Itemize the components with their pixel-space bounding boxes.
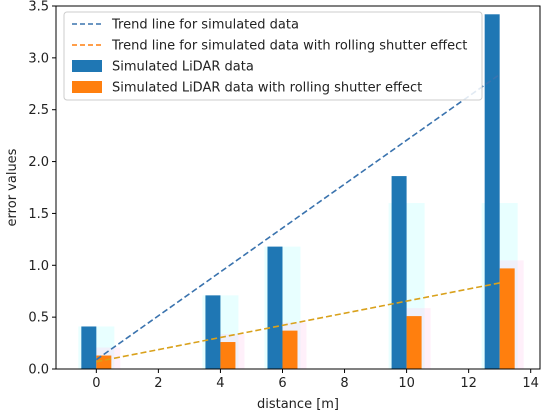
y-axis-label: error values [5,148,20,226]
legend-key-simulated-lidar-rolling-shutter [72,81,102,93]
x-tick-label-8: 8 [340,376,348,391]
bar-simulated-6 [267,246,283,369]
bar-simulated-10 [391,176,407,369]
legend-label-simulated-lidar: Simulated LiDAR data [112,60,254,75]
bar-rolling-shutter-13 [499,268,515,369]
legend-label-simulated-lidar-rolling-shutter: Simulated LiDAR data with rolling shutte… [112,81,422,96]
bar-simulated-13 [484,14,500,369]
x-axis-label: distance [m] [257,397,339,412]
x-tick-label-12: 12 [460,376,477,391]
y-tick-label-7: 3.5 [28,0,49,15]
legend-label-trend-simulated: Trend line for simulated data [111,18,299,33]
y-tick-label-5: 2.5 [28,103,49,118]
x-tick-label-0: 0 [92,376,100,391]
y-tick-label-3: 1.5 [28,207,49,222]
legend-key-simulated-lidar [72,60,102,72]
y-tick-label-1: 0.5 [28,311,49,326]
ticks-layer: 0 2 4 6 8 10 12 14 0.0 0.5 1.0 1.5 2.0 2.5 3.0 3.5 [28,0,539,391]
y-tick-label-6: 3.0 [28,51,49,66]
legend: Trend line for simulated data Trend line… [63,11,483,101]
y-tick-label-4: 2.0 [28,155,49,170]
glow-layer [78,203,524,369]
y-tick-label-2: 1.0 [28,259,49,274]
bar-rolling-shutter-4 [220,342,236,369]
trend-line-rolling-shutter [96,282,500,363]
x-tick-label-2: 2 [154,376,162,391]
y-tick-label-0: 0.0 [28,363,49,378]
trend-line-simulated [95,73,501,361]
plot-frame [55,5,541,370]
bar-simulated-4 [205,295,221,369]
x-tick-label-6: 6 [278,376,286,391]
x-tick-label-14: 14 [522,376,539,391]
x-tick-label-4: 4 [216,376,224,391]
bar-rolling-shutter-10 [406,316,422,369]
bar-simulated-0 [81,326,97,369]
bar-rolling-shutter-6 [282,330,298,369]
legend-label-trend-rolling-shutter: Trend line for simulated data with rolli… [111,39,467,54]
trend-layer [95,73,501,363]
legend-box [63,11,483,101]
x-tick-label-10: 10 [398,376,415,391]
